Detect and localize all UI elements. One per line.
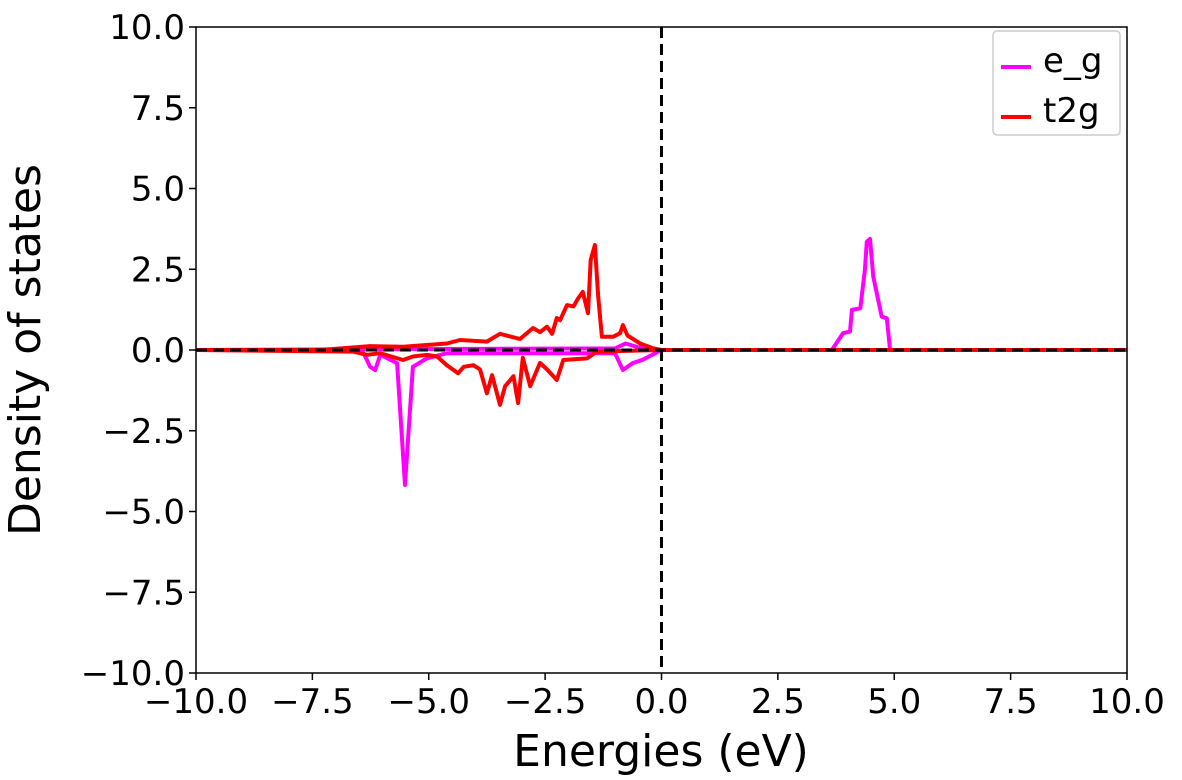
legend-label-eg: e_g [1043,41,1103,81]
y-axis-ticks: 10.0 7.5 5.0 2.5 0.0 −2.5 −5.0 −7.5 −10.0 [81,8,196,694]
y-tick-label: −2.5 [102,412,185,452]
y-tick-label: −5.0 [102,493,185,533]
series-line-t2g-spin-up [196,243,1127,352]
x-tick-label: 0.0 [634,682,688,722]
series-line-eg-spin-down [196,348,1127,487]
y-tick-label: −10.0 [81,654,185,694]
y-tick-label: 0.0 [131,331,185,371]
x-tick-label: −5.0 [387,682,470,722]
x-tick-label: −10.0 [144,682,248,722]
y-tick-label: 7.5 [131,89,185,129]
x-tick-label: 2.5 [751,682,805,722]
series-line-eg-spin-up [195,236,1127,352]
x-tick-label: 10.0 [1089,682,1165,722]
legend-box [992,30,1121,136]
y-tick-label: −7.5 [102,573,185,613]
y-axis-label: Density of states [0,164,51,536]
x-axis-label: Energies (eV) [513,726,809,777]
x-tick-label: 5.0 [867,682,921,722]
y-tick-label: 2.5 [131,250,185,290]
x-tick-label: −2.5 [504,682,587,722]
y-tick-label: 10.0 [109,8,185,48]
legend: e_g t2g [992,30,1121,136]
y-tick-label: 5.0 [131,170,185,210]
x-axis-ticks: −10.0 −7.5 −5.0 −2.5 0.0 2.5 5.0 7.5 10.0 [144,673,1165,722]
series-line-t2g-spin-down [195,348,1127,407]
series-lines [195,236,1127,487]
x-tick-label: 7.5 [984,682,1038,722]
legend-label-t2g: t2g [1043,91,1100,131]
x-tick-label: −7.5 [271,682,354,722]
